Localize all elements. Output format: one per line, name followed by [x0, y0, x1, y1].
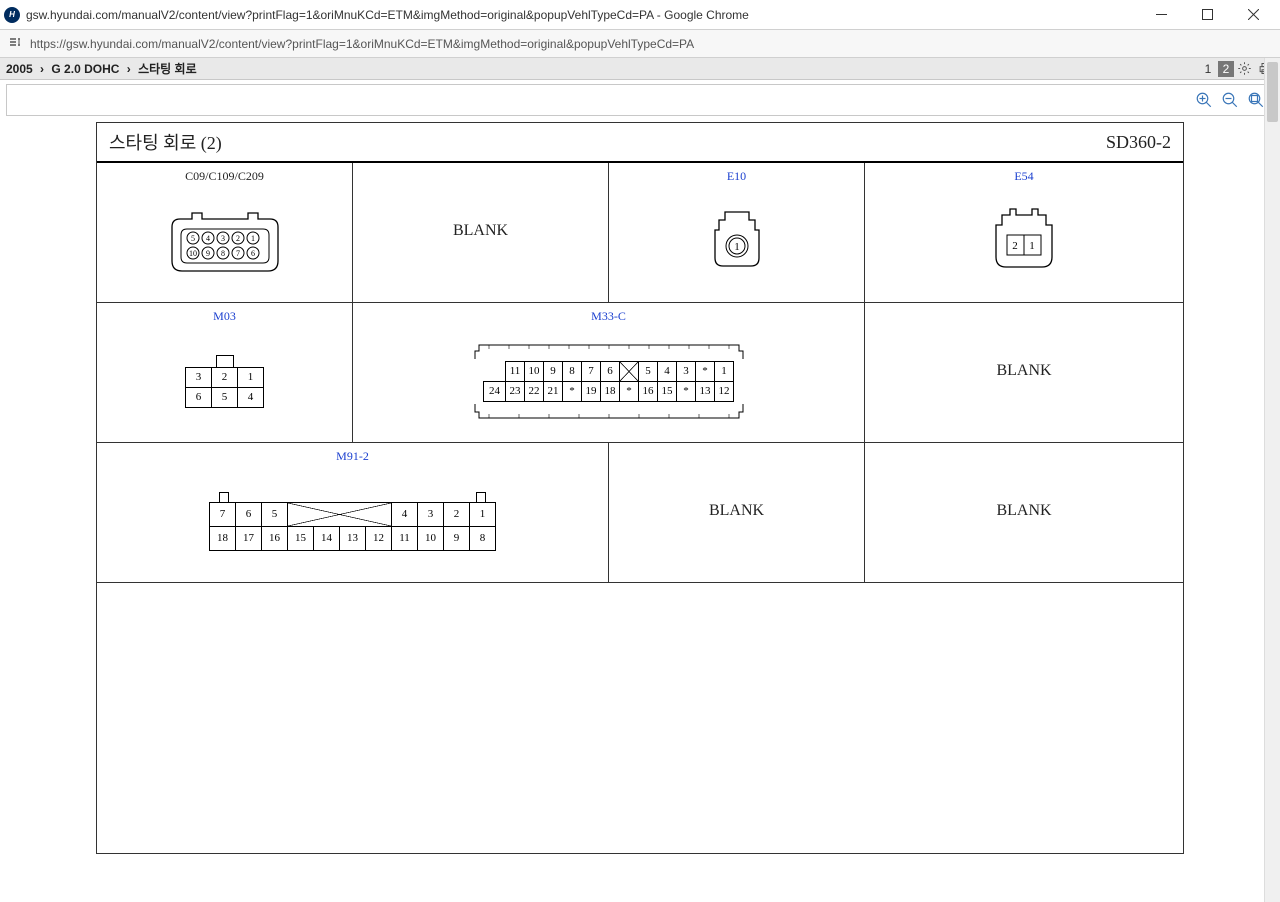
breadcrumb: 2005 › G 2.0 DOHC › 스타팅 회로	[6, 60, 1200, 77]
diagram-header: 스타팅 회로 (2) SD360-2	[97, 123, 1183, 163]
connector-e54-shape: 2 1	[984, 190, 1064, 292]
cell-m03: M03 321654	[97, 303, 353, 443]
diagram-empty-area	[97, 583, 1183, 853]
connector-e10-shape: 1	[707, 190, 767, 292]
crumb-engine[interactable]: G 2.0 DOHC	[51, 62, 119, 76]
zoom-out-icon[interactable]	[1219, 89, 1241, 111]
diagram-row-2: M03 321654 M33-C 11109876543*124232221*1…	[97, 303, 1183, 443]
pin-table: 11109876543*124232221*1918*1615*1312	[483, 361, 734, 402]
diagram-page: 스타팅 회로 (2) SD360-2 C09/C109/C209 5432110…	[96, 122, 1184, 854]
hyundai-favicon: H	[4, 7, 20, 23]
connector-label: C09/C109/C209	[185, 169, 264, 184]
cell-blank-2: BLANK	[865, 303, 1183, 443]
blank-label: BLANK	[996, 449, 1051, 572]
connector-m03-shape: 321654	[185, 330, 264, 432]
address-bar: https://gsw.hyundai.com/manualV2/content…	[0, 30, 1280, 58]
minimize-button[interactable]	[1138, 0, 1184, 30]
page-selector: 1 2	[1200, 61, 1234, 77]
cell-blank-3: BLANK	[609, 443, 865, 583]
svg-text:1: 1	[734, 241, 740, 253]
page-2-button[interactable]: 2	[1218, 61, 1234, 77]
svg-text:10: 10	[189, 249, 197, 258]
cell-m33c: M33-C 11109876543*124232221*1918*1615*13…	[353, 303, 865, 443]
cell-c09: C09/C109/C209 5 4 3 2 1 10 9 8 7 6	[97, 163, 353, 303]
diagram-title: 스타팅 회로 (2)	[109, 129, 1106, 155]
diagram-row-3: M91-2 765432118171615141312111098 BLANK …	[97, 443, 1183, 583]
connector-m33c-shape: 11109876543*124232221*1918*1615*1312	[469, 330, 749, 432]
site-settings-icon[interactable]	[8, 35, 22, 52]
svg-text:1: 1	[251, 234, 255, 243]
connector-c09-shape: 5 4 3 2 1 10 9 8 7 6	[165, 190, 285, 292]
page-1-button[interactable]: 1	[1200, 61, 1216, 77]
window-title: gsw.hyundai.com/manualV2/content/view?pr…	[26, 8, 1138, 22]
window-titlebar: H gsw.hyundai.com/manualV2/content/view?…	[0, 0, 1280, 30]
cell-blank-4: BLANK	[865, 443, 1183, 583]
crumb-section[interactable]: 스타팅 회로	[138, 62, 197, 76]
connector-label[interactable]: E10	[727, 169, 746, 184]
svg-text:1: 1	[1029, 240, 1035, 252]
cell-m912: M91-2 765432118171615141312111098	[97, 443, 609, 583]
svg-text:8: 8	[221, 249, 225, 258]
scrollbar-thumb[interactable]	[1267, 62, 1278, 122]
connector-label[interactable]: M91-2	[336, 449, 369, 464]
vertical-scrollbar[interactable]	[1264, 58, 1280, 902]
zoom-toolbar	[6, 84, 1274, 116]
svg-text:2: 2	[236, 234, 240, 243]
connector-label[interactable]: M33-C	[591, 309, 626, 324]
blank-label: BLANK	[996, 309, 1051, 432]
cell-e10: E10 1	[609, 163, 865, 303]
svg-text:7: 7	[236, 249, 240, 258]
connector-m912-shape: 765432118171615141312111098	[209, 470, 496, 572]
svg-text:5: 5	[191, 234, 195, 243]
svg-text:9: 9	[206, 249, 210, 258]
svg-text:3: 3	[221, 234, 225, 243]
svg-text:6: 6	[251, 249, 255, 258]
connector-label[interactable]: M03	[213, 309, 236, 324]
cell-blank-1: BLANK	[353, 163, 609, 303]
pin-table: 765432118171615141312111098	[209, 502, 496, 551]
diagram-row-1: C09/C109/C209 54321109876 BLANK E10 1	[97, 163, 1183, 303]
pin-table: 321654	[185, 367, 264, 408]
crumb-year[interactable]: 2005	[6, 62, 33, 76]
diagram-code: SD360-2	[1106, 132, 1171, 153]
svg-text:4: 4	[206, 234, 210, 243]
connector-bottom-shell	[469, 402, 749, 422]
svg-text:2: 2	[1012, 240, 1018, 252]
breadcrumb-toolbar: 2005 › G 2.0 DOHC › 스타팅 회로 1 2	[0, 58, 1280, 80]
close-button[interactable]	[1230, 0, 1276, 30]
maximize-button[interactable]	[1184, 0, 1230, 30]
url-text[interactable]: https://gsw.hyundai.com/manualV2/content…	[30, 37, 694, 51]
connector-top-shell	[469, 341, 749, 361]
cell-e54: E54 2 1	[865, 163, 1183, 303]
connector-label[interactable]: E54	[1014, 169, 1033, 184]
settings-icon[interactable]	[1234, 59, 1254, 79]
zoom-in-icon[interactable]	[1193, 89, 1215, 111]
blank-label: BLANK	[453, 169, 508, 292]
blank-label: BLANK	[709, 449, 764, 572]
